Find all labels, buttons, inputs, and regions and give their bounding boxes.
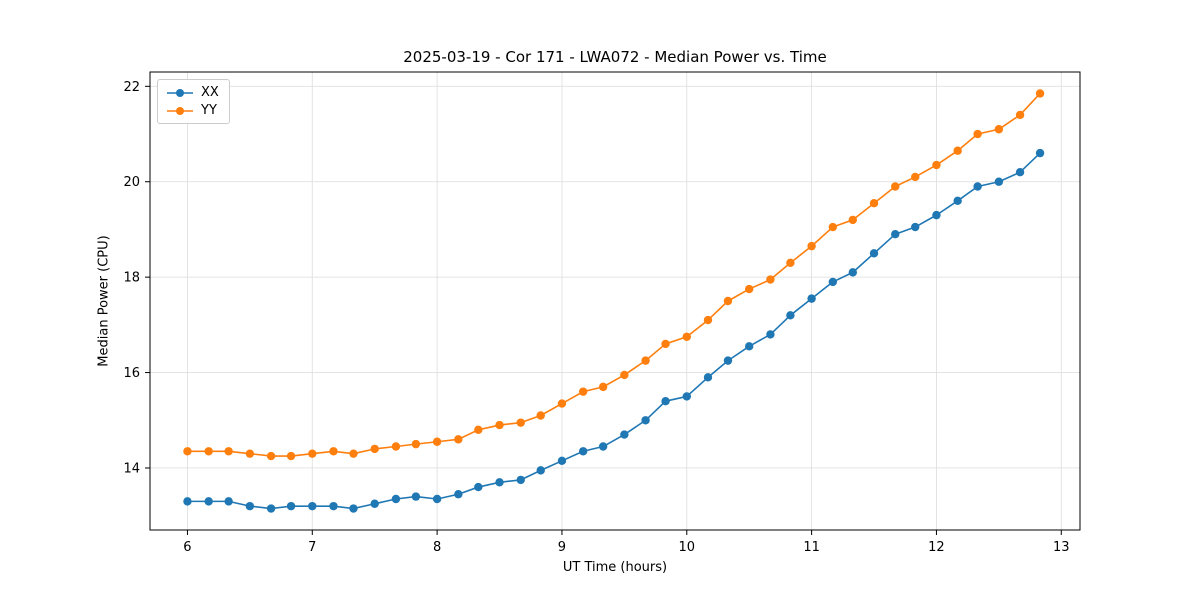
- svg-text:14: 14: [123, 461, 140, 476]
- legend-label-xx: XX: [201, 85, 219, 100]
- svg-text:16: 16: [123, 366, 140, 381]
- svg-text:7: 7: [308, 540, 316, 555]
- svg-text:18: 18: [123, 271, 140, 286]
- svg-text:6: 6: [183, 540, 191, 555]
- x-axis-label: UT Time (hours): [562, 560, 668, 575]
- y-axis-label: Median Power (CPU): [96, 235, 112, 367]
- svg-text:11: 11: [803, 540, 820, 555]
- svg-text:22: 22: [123, 80, 140, 95]
- svg-text:9: 9: [558, 540, 566, 555]
- legend-item-yy: YY: [166, 103, 219, 118]
- legend: XX YY: [157, 79, 230, 124]
- legend-label-yy: YY: [201, 103, 217, 118]
- chart-title: 2025-03-19 - Cor 171 - LWA072 - Median P…: [403, 48, 827, 66]
- svg-text:8: 8: [433, 540, 441, 555]
- svg-text:13: 13: [1053, 540, 1070, 555]
- svg-text:10: 10: [679, 540, 696, 555]
- svg-text:20: 20: [123, 175, 140, 190]
- legend-item-xx: XX: [166, 85, 219, 100]
- legend-line-marker-xx: [167, 88, 193, 97]
- svg-text:12: 12: [928, 540, 945, 555]
- legend-line-marker-yy: [167, 106, 193, 115]
